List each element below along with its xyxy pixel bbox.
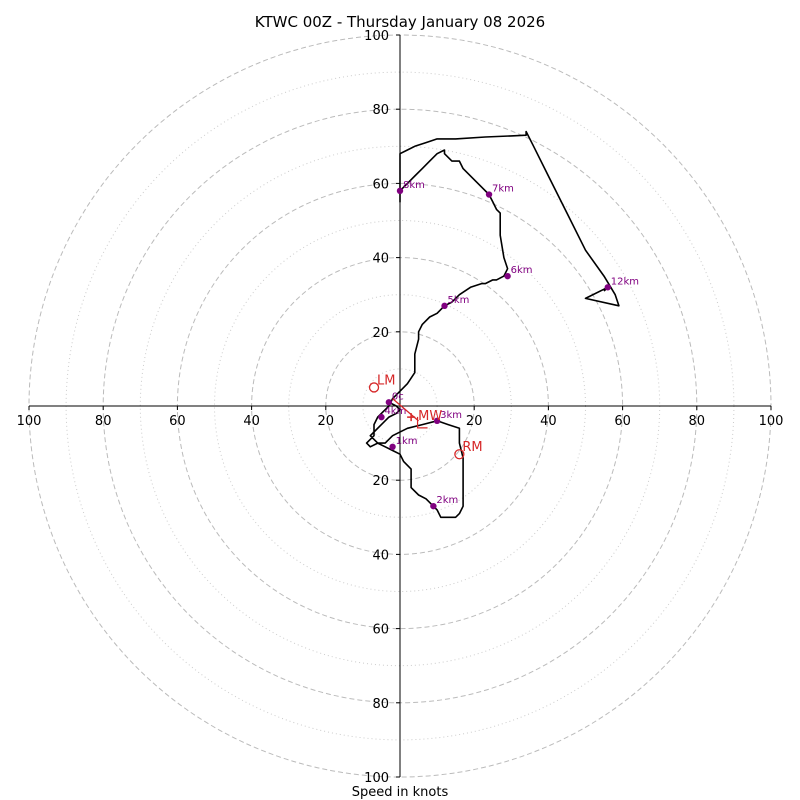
- y-tick-label: 60: [372, 177, 389, 192]
- storm-motion-rm-label: RM: [462, 440, 482, 455]
- height-label-4km: 4km: [384, 406, 406, 417]
- storm-relative-vector: [392, 398, 419, 422]
- height-marker-2km: [430, 502, 437, 510]
- height-label-8km: 8km: [403, 180, 425, 191]
- height-label-7km: 7km: [492, 184, 514, 195]
- height-label-5km: 5km: [448, 295, 470, 306]
- y-tick-label: 80: [372, 697, 389, 712]
- height-marker-3km: [433, 417, 441, 425]
- y-tick-label: 40: [372, 548, 389, 563]
- x-tick-label: 80: [95, 414, 112, 429]
- height-marker-4km: [378, 413, 385, 421]
- mean-wind-label: MW: [418, 409, 442, 424]
- y-tick-label: 20: [372, 326, 389, 341]
- y-tick-label: 20: [372, 474, 389, 489]
- height-label-0c: 0c: [392, 391, 404, 402]
- height-label-2km: 2km: [436, 495, 458, 506]
- height-marker-6km: [504, 272, 511, 280]
- x-tick-label: 100: [17, 414, 42, 429]
- storm-motion-rm-marker: [454, 449, 465, 460]
- x-tick-label: 20: [466, 414, 483, 429]
- height-label-6km: 6km: [511, 265, 533, 276]
- y-tick-label: 60: [372, 623, 389, 638]
- storm-motion-lm-marker: [368, 382, 380, 393]
- y-tick-label: 80: [372, 103, 389, 118]
- height-label-1km: 1km: [396, 436, 418, 447]
- y-tick-label: 100: [364, 771, 389, 786]
- storm-motion-markers: LM RM MW: [368, 373, 483, 460]
- tick-labels: 100 80 60 40 20 20 40 60 80 100 100 80 60 40 20 20 40 60 8…: [17, 29, 784, 786]
- x-tick-label: 60: [169, 414, 186, 429]
- height-label-3km: 3km: [440, 410, 462, 421]
- height-marker-8km: [396, 187, 404, 195]
- height-marker-0c: [385, 399, 393, 406]
- height-markers: 0c 1km 2km 3km 4km 5km 6km 7km 8km 12km: [378, 180, 639, 510]
- x-tick-label: 40: [540, 414, 557, 429]
- x-tick-label: 20: [318, 414, 335, 429]
- x-tick-label: 80: [689, 414, 706, 429]
- y-tick-label: 100: [364, 29, 389, 44]
- y-tick-label: 40: [372, 252, 389, 267]
- height-marker-5km: [441, 302, 448, 310]
- x-tick-label: 60: [614, 414, 631, 429]
- storm-motion-lm-label: LM: [377, 373, 395, 388]
- height-marker-7km: [485, 191, 493, 198]
- x-tick-label: 100: [759, 414, 784, 429]
- x-tick-label: 40: [243, 414, 260, 429]
- height-marker-12km: [604, 284, 611, 291]
- height-marker-1km: [389, 443, 396, 451]
- chart-title: KTWC 00Z - Thursday January 08 2026: [255, 13, 545, 31]
- x-axis-label: Speed in knots: [352, 785, 449, 800]
- height-label-12km: 12km: [611, 276, 639, 287]
